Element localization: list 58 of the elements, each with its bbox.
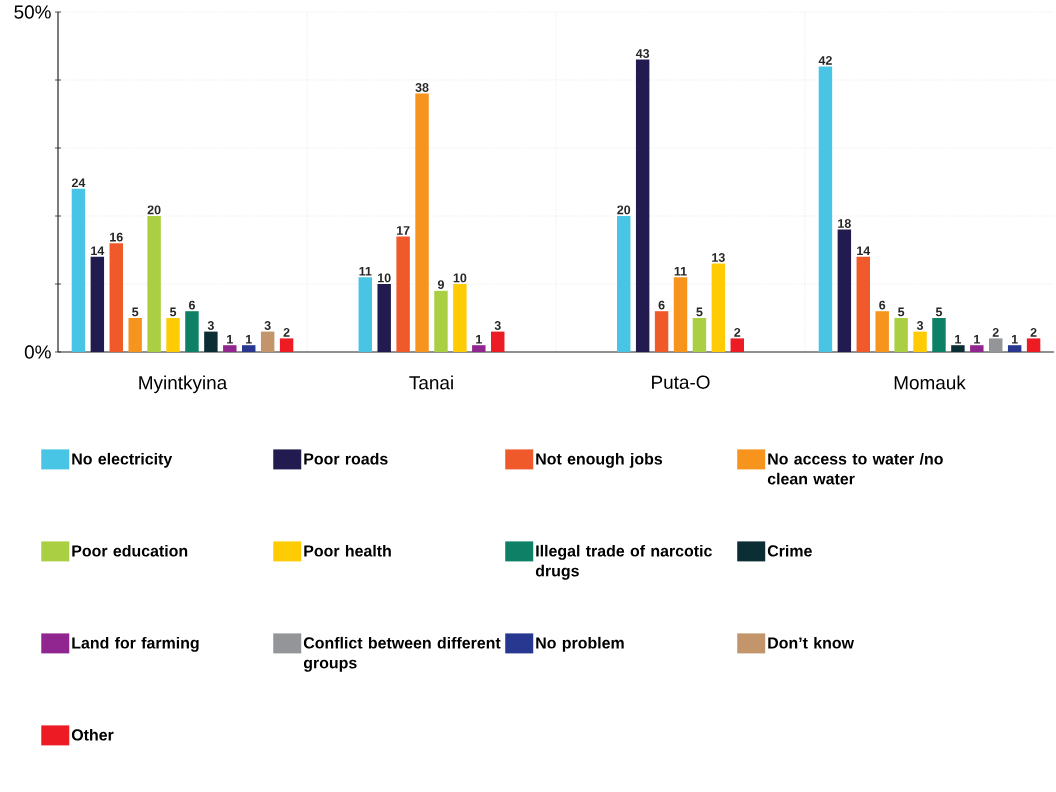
data-label: 1 <box>1011 334 1018 344</box>
data-label: 6 <box>658 300 665 310</box>
data-label: 1 <box>955 334 962 344</box>
x-tick-label: Puta-O <box>652 375 710 389</box>
legend-label: Poor health <box>304 544 391 557</box>
legend-label: Don’t know <box>768 636 855 649</box>
data-label: 3 <box>494 321 501 330</box>
data-label: 9 <box>437 280 444 290</box>
legend-label: No problem <box>536 636 624 652</box>
legend-label: No electricity <box>72 452 173 468</box>
legend-label: Land for farming <box>72 636 199 652</box>
legend-label: Illegal trade of narcotic drugs <box>535 544 712 580</box>
data-label: 2 <box>283 328 290 337</box>
data-label: 20 <box>147 205 161 215</box>
data-label: 13 <box>712 253 725 262</box>
data-label: 10 <box>378 273 391 283</box>
x-tick-label: Momauk <box>894 375 966 390</box>
data-label: 3 <box>207 321 214 330</box>
data-label: 2 <box>992 328 999 337</box>
legend-label: Conflict between different groups <box>303 636 501 672</box>
data-label: 10 <box>453 273 467 283</box>
data-label: 6 <box>879 300 886 310</box>
data-label: 43 <box>635 49 650 58</box>
legend-label: Other <box>71 728 114 741</box>
data-label: 2 <box>1030 328 1037 337</box>
legend-label: Poor education <box>72 544 188 557</box>
data-label: 5 <box>132 307 139 317</box>
data-label: 1 <box>974 334 980 344</box>
data-label: 18 <box>838 219 851 228</box>
data-label: 2 <box>734 328 741 337</box>
data-label: 3 <box>264 321 271 330</box>
data-label: 1 <box>246 334 252 344</box>
data-label: 20 <box>617 205 631 215</box>
data-label: 5 <box>935 307 943 317</box>
x-tick-label: Tanai <box>409 375 453 390</box>
legend-label: Poor roads <box>304 452 388 465</box>
data-label: 1 <box>227 334 233 344</box>
data-label: 5 <box>169 307 177 317</box>
y-tick-label: 0% <box>24 345 51 359</box>
data-label: 38 <box>415 83 429 92</box>
data-label: 16 <box>110 232 123 242</box>
y-tick-label: 50% <box>14 5 51 19</box>
data-label: 3 <box>916 321 924 330</box>
data-label: 6 <box>188 300 195 310</box>
data-label: 14 <box>91 246 105 256</box>
data-label: 1 <box>476 334 482 344</box>
data-label: 5 <box>898 307 905 317</box>
data-label: 11 <box>674 266 687 276</box>
data-label: 11 <box>359 266 372 276</box>
data-label: 5 <box>696 307 703 317</box>
data-label: 24 <box>71 178 86 188</box>
legend-label: Not enough jobs <box>536 452 663 468</box>
data-label: 14 <box>857 246 871 256</box>
legend-label: Crime <box>767 544 812 557</box>
data-label: 17 <box>396 226 410 235</box>
data-label: 42 <box>818 56 832 65</box>
legend-label: No access to water /no clean water <box>767 452 943 485</box>
x-tick-label: Myintkyina <box>139 375 228 394</box>
